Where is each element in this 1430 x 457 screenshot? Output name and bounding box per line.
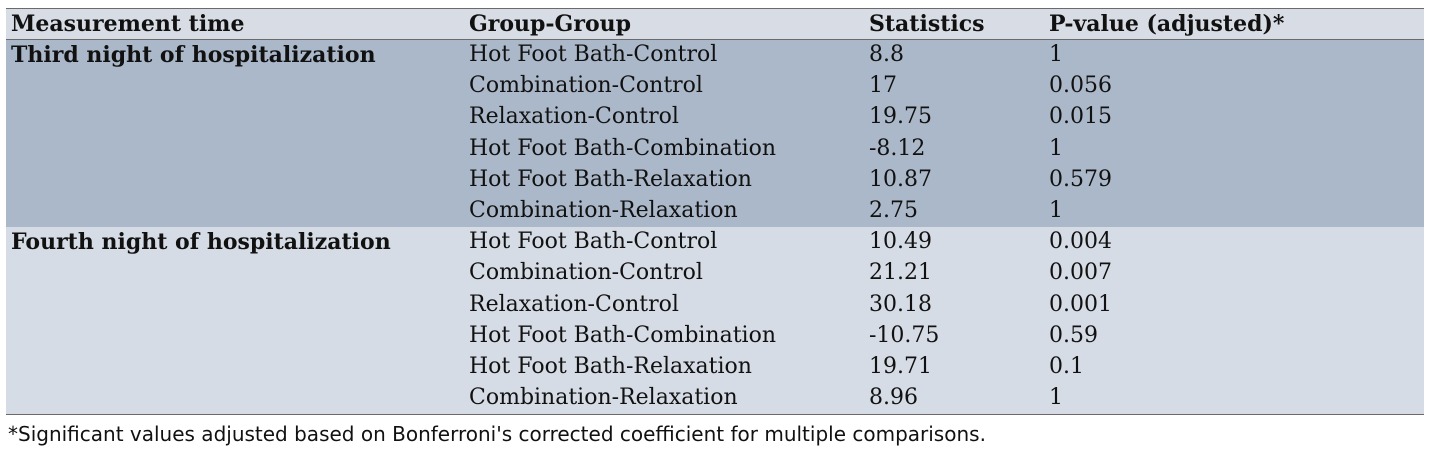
header-group-group: Group-Group — [469, 11, 631, 37]
table-row: Hot Foot Bath-Combination -8.12 1 — [6, 134, 1424, 165]
stat-cell: 30.18 — [869, 291, 932, 317]
group-label: Fourth night of hospitalization — [11, 229, 391, 256]
stat-cell: 10.49 — [869, 229, 932, 255]
p-cell: 0.579 — [1049, 166, 1112, 192]
stat-cell: 2.75 — [869, 197, 918, 223]
table-row: Relaxation-Control 30.18 0.001 — [6, 290, 1424, 321]
group-third-night: Third night of hospitalization Hot Foot … — [6, 40, 1424, 228]
p-cell: 0.1 — [1049, 353, 1084, 379]
p-cell: 0.59 — [1049, 322, 1098, 348]
header-p-value: P-value (adjusted)* — [1049, 11, 1285, 37]
stat-cell: 21.21 — [869, 260, 932, 286]
pair-cell: Combination-Relaxation — [469, 197, 738, 223]
p-cell: 1 — [1049, 197, 1063, 223]
p-cell: 0.001 — [1049, 291, 1112, 317]
stat-cell: 8.8 — [869, 42, 904, 67]
p-cell: 0.056 — [1049, 73, 1112, 99]
table-bottom-rule — [6, 414, 1424, 416]
stat-cell: 8.96 — [869, 385, 918, 411]
table-row: Hot Foot Bath-Combination -10.75 0.59 — [6, 321, 1424, 352]
stat-cell: 19.75 — [869, 104, 932, 130]
table-row: Relaxation-Control 19.75 0.015 — [6, 102, 1424, 133]
pair-cell: Hot Foot Bath-Combination — [469, 322, 777, 348]
pair-cell: Combination-Relaxation — [469, 385, 738, 411]
pair-cell: Combination-Control — [469, 73, 703, 99]
p-cell: 1 — [1049, 135, 1063, 161]
pair-cell: Hot Foot Bath-Relaxation — [469, 166, 752, 192]
pair-cell: Relaxation-Control — [469, 104, 679, 130]
pair-cell: Hot Foot Bath-Control — [469, 42, 718, 67]
stat-cell: 17 — [869, 73, 897, 99]
comparison-table: Measurement time Group-Group Statistics … — [6, 8, 1424, 416]
table-footnote: *Significant values adjusted based on Bo… — [8, 422, 986, 446]
table-row: Combination-Control 17 0.056 — [6, 71, 1424, 102]
table-row: Combination-Control 21.21 0.007 — [6, 258, 1424, 289]
table-row: Hot Foot Bath-Control 8.8 1 — [6, 40, 1424, 71]
stat-cell: -8.12 — [869, 135, 926, 161]
pair-cell: Hot Foot Bath-Combination — [469, 135, 777, 161]
stat-cell: 19.71 — [869, 353, 932, 379]
table-row: Hot Foot Bath-Control 10.49 0.004 — [6, 227, 1424, 258]
table-row: Hot Foot Bath-Relaxation 19.71 0.1 — [6, 352, 1424, 383]
header-statistics: Statistics — [869, 11, 985, 37]
table-row: Hot Foot Bath-Relaxation 10.87 0.579 — [6, 165, 1424, 196]
p-cell: 1 — [1049, 385, 1063, 411]
group-label: Third night of hospitalization — [11, 42, 376, 68]
pair-cell: Relaxation-Control — [469, 291, 679, 317]
table-row: Combination-Relaxation 8.96 1 — [6, 383, 1424, 414]
pair-cell: Combination-Control — [469, 260, 703, 286]
p-cell: 0.015 — [1049, 104, 1112, 130]
group-fourth-night: Fourth night of hospitalization Hot Foot… — [6, 227, 1424, 415]
p-cell: 0.004 — [1049, 229, 1112, 255]
pair-cell: Hot Foot Bath-Control — [469, 229, 718, 255]
pair-cell: Hot Foot Bath-Relaxation — [469, 353, 752, 379]
table-header-row: Measurement time Group-Group Statistics … — [6, 8, 1424, 40]
header-measurement-time: Measurement time — [11, 11, 245, 37]
stat-cell: 10.87 — [869, 166, 932, 192]
stat-cell: -10.75 — [869, 322, 940, 348]
p-cell: 1 — [1049, 42, 1063, 67]
p-cell: 0.007 — [1049, 260, 1112, 286]
table-row: Combination-Relaxation 2.75 1 — [6, 196, 1424, 227]
